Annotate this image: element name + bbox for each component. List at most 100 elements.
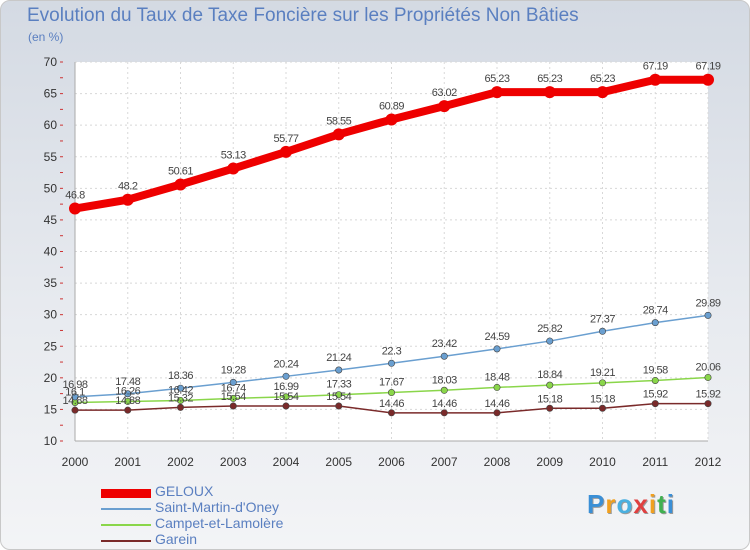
y-tick-label: 35 xyxy=(44,276,58,290)
data-label: 16.98 xyxy=(62,379,87,391)
data-point xyxy=(493,383,501,391)
data-point xyxy=(174,178,187,191)
data-point xyxy=(177,403,185,411)
data-point xyxy=(491,86,503,99)
data-point xyxy=(651,319,659,327)
data-label: 15.32 xyxy=(168,392,193,404)
y-tick-label: 10 xyxy=(44,434,58,448)
y-tick-label: 60 xyxy=(44,118,58,132)
data-label: 15.92 xyxy=(695,389,720,401)
data-label: 16.74 xyxy=(221,382,246,394)
chart-title: Evolution du Taux de Taxe Foncière sur l… xyxy=(27,5,579,26)
data-point xyxy=(177,384,185,392)
data-point xyxy=(438,100,451,113)
y-tick-label: 65 xyxy=(44,87,58,101)
x-tick-label: 2005 xyxy=(325,455,352,469)
data-label: 22.3 xyxy=(382,345,402,357)
logo-letter: t xyxy=(657,489,667,519)
legend-label: GELOUX xyxy=(155,483,214,499)
data-point xyxy=(387,409,395,417)
data-point xyxy=(440,409,448,417)
data-point xyxy=(546,337,554,345)
data-label: 25.82 xyxy=(537,323,562,335)
x-tick-label: 2003 xyxy=(220,455,247,469)
x-tick-label: 2000 xyxy=(62,455,89,469)
data-label: 21.24 xyxy=(326,352,351,364)
data-label: 65.23 xyxy=(484,73,509,85)
logo-letter: x xyxy=(633,489,649,519)
data-label: 16.1 xyxy=(65,386,85,398)
proxiti-logo: Proxiti xyxy=(587,489,675,520)
data-point xyxy=(385,113,398,126)
data-label: 67.19 xyxy=(643,61,668,73)
data-label: 15.18 xyxy=(590,393,615,405)
data-label: 18.03 xyxy=(432,374,457,386)
y-tick-label: 70 xyxy=(44,55,58,69)
data-label: 17.67 xyxy=(379,377,404,389)
x-tick-label: 2008 xyxy=(484,455,511,469)
y-tick-label: 50 xyxy=(44,181,58,195)
x-tick-label: 2012 xyxy=(695,455,722,469)
data-point xyxy=(387,359,395,367)
data-point xyxy=(335,366,343,374)
data-point xyxy=(440,352,448,360)
data-label: 20.24 xyxy=(273,358,298,370)
data-label: 16.26 xyxy=(115,385,140,397)
data-point xyxy=(335,391,343,399)
data-label: 28.74 xyxy=(643,305,668,317)
data-point xyxy=(546,381,554,389)
data-label: 53.13 xyxy=(221,150,246,162)
data-point xyxy=(229,378,237,386)
data-point xyxy=(651,400,659,408)
data-label: 65.23 xyxy=(590,73,615,85)
y-tick-label: 40 xyxy=(44,245,58,259)
data-point xyxy=(598,327,606,335)
data-label: 18.36 xyxy=(168,370,193,382)
legend-swatch xyxy=(101,488,151,498)
data-point xyxy=(598,379,606,387)
data-label: 63.02 xyxy=(432,87,457,99)
data-point xyxy=(229,394,237,402)
data-label: 55.77 xyxy=(273,133,298,145)
data-point xyxy=(124,390,132,398)
data-label: 48.2 xyxy=(118,181,138,193)
data-point xyxy=(493,345,501,353)
x-tick-label: 2011 xyxy=(642,455,668,469)
data-label: 14.88 xyxy=(62,395,87,407)
y-tick-label: 15 xyxy=(44,402,58,416)
data-label: 16.99 xyxy=(273,381,298,393)
y-tick-label: 30 xyxy=(44,308,58,322)
data-point xyxy=(177,396,185,404)
data-label: 15.18 xyxy=(537,393,562,405)
x-tick-label: 2009 xyxy=(536,455,563,469)
data-point xyxy=(335,402,343,410)
data-label: 16.42 xyxy=(168,384,193,396)
data-label: 17.33 xyxy=(326,379,351,391)
data-label: 29.89 xyxy=(695,297,720,309)
data-label: 50.61 xyxy=(168,165,193,177)
data-label: 19.28 xyxy=(221,364,246,376)
data-label: 14.46 xyxy=(379,398,404,410)
x-tick-label: 2004 xyxy=(273,455,300,469)
data-point xyxy=(282,372,290,380)
data-label: 58.55 xyxy=(326,115,351,127)
data-label: 15.92 xyxy=(643,389,668,401)
data-point xyxy=(543,86,556,99)
data-point xyxy=(282,402,290,410)
data-point xyxy=(229,402,237,410)
data-label: 15.54 xyxy=(273,391,298,403)
data-point xyxy=(71,406,79,414)
data-point xyxy=(493,409,501,417)
x-tick-label: 2001 xyxy=(114,455,141,469)
y-tick-label: 45 xyxy=(44,213,58,227)
data-point xyxy=(124,406,132,414)
data-point xyxy=(704,311,712,319)
logo-letter: i xyxy=(666,489,675,519)
x-tick-label: 2010 xyxy=(589,455,616,469)
data-point xyxy=(704,400,712,408)
data-label: 18.48 xyxy=(484,371,509,383)
logo-letter: P xyxy=(587,489,606,519)
y-tick-label: 55 xyxy=(44,150,58,164)
data-label: 67.19 xyxy=(695,61,720,73)
